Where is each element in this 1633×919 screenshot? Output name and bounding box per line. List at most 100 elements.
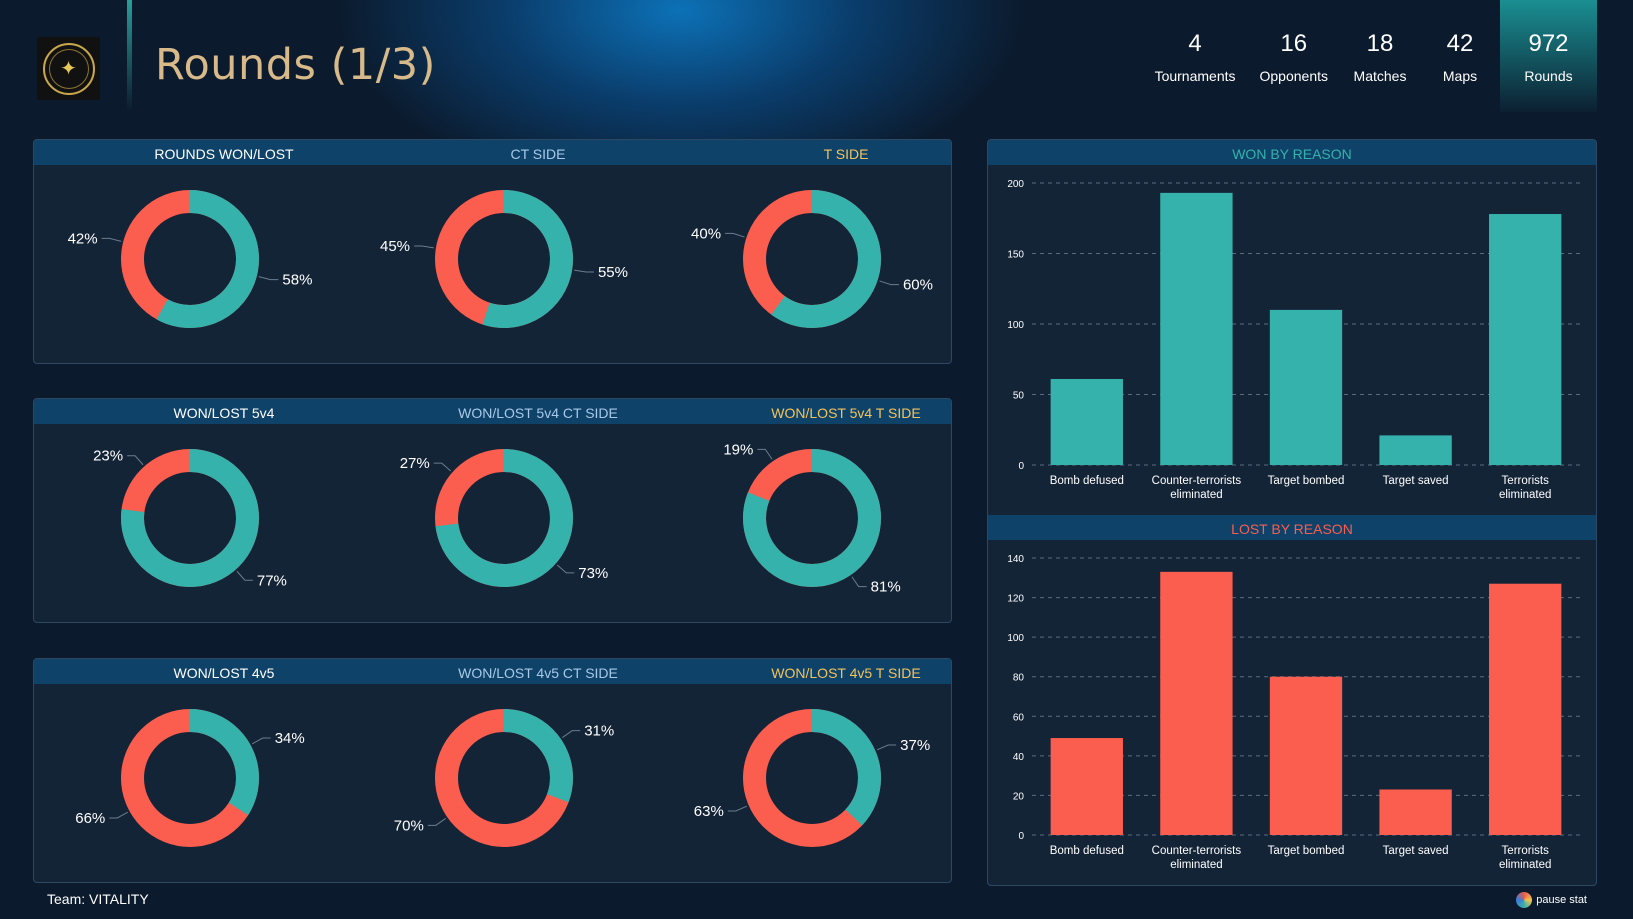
panel-rounds-won-lost: ROUNDS WON/LOST CT SIDE T SIDE 58% 42% 55%… <box>33 139 952 364</box>
chart-title: WON/LOST 4v5 T SIDE <box>771 665 921 681</box>
chart-title: LOST BY REASON <box>1231 521 1353 537</box>
panel-header: ROUNDS WON/LOST CT SIDE T SIDE <box>34 140 951 165</box>
donut-label-won: 55% <box>598 264 628 281</box>
stat-label: Maps <box>1442 68 1478 84</box>
bar-chart-lost: 0 20 40 60 80 100 120 140 Bomb defused Counter-te… <box>1007 554 1580 871</box>
donut-leader-line <box>879 280 899 286</box>
stat-tournaments[interactable]: 4 Tournaments <box>1143 0 1248 112</box>
donut-leader-line <box>725 232 745 238</box>
donut-label-lost: 23% <box>93 448 123 465</box>
y-tick-label: 0 <box>1018 831 1024 842</box>
x-tick-label: Bomb defused <box>1050 845 1124 857</box>
chart-title: WON/LOST 4v5 <box>173 665 275 681</box>
donut-slice-won <box>743 449 881 587</box>
x-tick-label: Counter-terrorists eliminated <box>1152 475 1242 501</box>
brand-name: pause stat <box>1536 894 1587 906</box>
donut-label-lost: 45% <box>380 238 410 255</box>
y-tick-label: 120 <box>1007 594 1024 605</box>
stat-maps[interactable]: 42 Maps <box>1420 0 1500 112</box>
team-label: Team: VITALITY <box>47 891 149 907</box>
donut-label-won: 58% <box>282 272 312 289</box>
x-tick-label: Target bombed <box>1268 845 1345 857</box>
donut-label-won: 31% <box>584 723 614 740</box>
donut-leader-line <box>851 576 867 588</box>
donut-leader-line <box>251 737 271 745</box>
stat-value: 4 <box>1188 30 1202 57</box>
donut-leader-line <box>562 730 581 738</box>
x-tick-label: Bomb defused <box>1050 475 1124 487</box>
donut-slice-won <box>435 190 573 328</box>
donut-leader-line <box>757 448 773 460</box>
wasp-icon: ✦ <box>42 42 95 95</box>
bar <box>1379 435 1452 465</box>
y-tick-label: 100 <box>1007 320 1024 331</box>
donut-leader-line <box>574 269 594 273</box>
donut-leader-line <box>727 805 748 812</box>
donut-label-lost: 19% <box>723 441 753 458</box>
brand-logo: pause stat <box>1516 892 1587 908</box>
stat-label: Tournaments <box>1154 68 1236 84</box>
donut-label-lost: 42% <box>68 230 98 247</box>
donut-leader-line <box>109 811 129 819</box>
donut-label-lost: 40% <box>691 225 721 242</box>
y-tick-label: 20 <box>1013 791 1025 802</box>
bar <box>1050 738 1123 835</box>
stat-opponents[interactable]: 16 Opponents <box>1248 0 1341 112</box>
chart-title: WON/LOST 5v4 T SIDE <box>771 405 921 421</box>
stat-matches[interactable]: 18 Matches <box>1340 0 1420 112</box>
chart-title: ROUNDS WON/LOST <box>154 146 294 162</box>
donut-slice-won <box>121 190 259 328</box>
donut-leader-line <box>427 818 446 826</box>
globe-icon <box>1516 892 1533 908</box>
chart-title: WON BY REASON <box>1232 146 1352 162</box>
donut-chart-row: 77% 23% 73% 27% 81% 19% <box>93 441 901 596</box>
donut-leader-line <box>556 564 575 574</box>
donut-leader-line <box>414 245 434 249</box>
y-tick-label: 200 <box>1007 179 1024 190</box>
x-tick-label: Target bombed <box>1268 475 1345 487</box>
stat-value: 972 <box>1528 30 1569 57</box>
donut-label-won: 37% <box>900 737 930 754</box>
donut-label-lost: 27% <box>400 455 430 472</box>
stat-label: Rounds <box>1524 68 1573 84</box>
y-tick-label: 80 <box>1013 673 1025 684</box>
donut-label-won: 34% <box>275 730 305 747</box>
panel-won-lost-4v5: WON/LOST 4v5 WON/LOST 4v5 CT SIDE WON/LO… <box>33 658 952 883</box>
chart-title: WON/LOST 4v5 CT SIDE <box>458 665 618 681</box>
donut-leader-line <box>876 744 897 751</box>
chart-title: WON/LOST 5v4 <box>173 405 275 421</box>
donut-chart-row: 58% 42% 55% 45% 60% 40% <box>68 190 933 328</box>
donut-slice-won <box>435 449 573 587</box>
donut-label-won: 73% <box>578 565 608 582</box>
x-tick-label: Terrorists eliminated <box>1499 475 1551 501</box>
title-accent-bar <box>127 0 132 112</box>
y-tick-label: 0 <box>1018 461 1024 472</box>
x-tick-label: Terrorists eliminated <box>1499 845 1551 871</box>
stat-rounds[interactable]: 972 Rounds <box>1500 0 1597 112</box>
stats-bar: 4 Tournaments 16 Opponents 18 Matches 42… <box>1143 0 1597 112</box>
bar-chart-won: 0 50 100 150 200 Bomb defused Counter-terroris… <box>1007 179 1580 501</box>
donut-leader-line <box>101 237 122 242</box>
stat-value: 16 <box>1280 30 1308 57</box>
bar <box>1379 789 1452 835</box>
donut-slice-won <box>743 190 881 328</box>
x-tick-label: Target saved <box>1383 845 1449 857</box>
donut-chart-row: 34% 66% 31% 70% 37% 63% <box>75 709 930 847</box>
chart-title: CT SIDE <box>510 146 566 162</box>
bar <box>1160 571 1233 835</box>
chart-title: WON/LOST 5v4 CT SIDE <box>458 405 618 421</box>
stat-value: 42 <box>1446 30 1474 57</box>
donut-label-lost: 70% <box>394 817 424 834</box>
donut-leader-line <box>433 462 452 472</box>
donut-leader-line <box>127 455 144 466</box>
donut-label-won: 60% <box>903 277 933 294</box>
donut-slice-won <box>121 709 259 847</box>
stat-label: Matches <box>1353 68 1407 84</box>
donut-label-won: 81% <box>871 579 901 596</box>
panel-header: WON/LOST 5v4 WON/LOST 5v4 CT SIDE WON/LO… <box>34 399 951 424</box>
stat-value: 18 <box>1366 30 1394 57</box>
donut-slice-won <box>435 709 573 847</box>
donut-label-lost: 66% <box>75 810 105 827</box>
panel-won-lost-5v4: WON/LOST 5v4 WON/LOST 5v4 CT SIDE WON/LO… <box>33 398 952 623</box>
y-tick-label: 140 <box>1007 554 1024 565</box>
